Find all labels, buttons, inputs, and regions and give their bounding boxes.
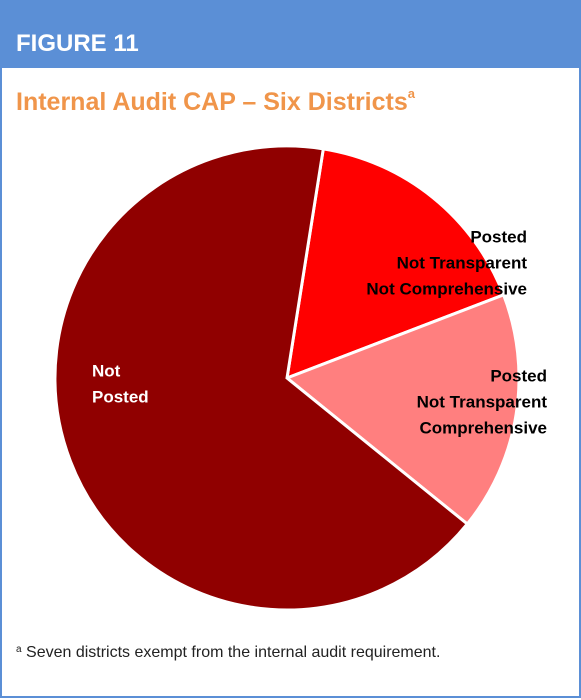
chart-title: Internal Audit CAP – Six Districtsa [16,86,415,117]
slice-label: Not Transparent [397,253,528,272]
footnote-marker: a [16,644,22,655]
title-text: Internal Audit CAP – Six Districts [16,88,408,116]
slice-label: Posted [490,366,547,385]
footnote-text: Seven districts exempt from the internal… [26,644,441,661]
pie-slice [53,144,470,612]
title-superscript: a [407,86,415,101]
slice-label: Not Transparent [417,392,548,411]
slice-label: Comprehensive [419,418,547,437]
pie-slice [285,147,506,381]
slice-label: Posted [92,387,149,406]
footnote: a Seven districts exempt from the intern… [16,640,556,663]
slice-label: Not Comprehensive [366,279,527,298]
pie-slice [284,292,521,527]
figure-label: FIGURE 11 [2,0,579,68]
slice-label: Not [92,361,121,380]
slice-label: Posted [470,227,527,246]
chart: Posted Not Transparent Not Comprehensive Po… [53,144,548,612]
